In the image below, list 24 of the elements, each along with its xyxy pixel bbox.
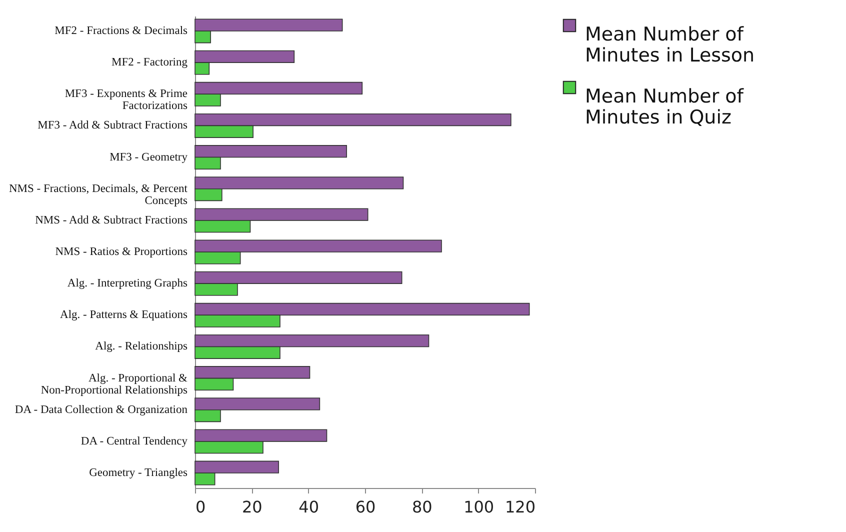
y-tick-label: MF3 - Exponents & Prime Factorizations (64, 88, 188, 112)
y-tick-label: MF2 - Fractions & Decimals (54, 24, 188, 37)
x-tick-label: 40 (298, 498, 320, 516)
legend-label: Mean Number of Minutes in Lesson (585, 24, 755, 66)
y-tick-label: NMS - Add & Subtract Fractions (35, 214, 188, 226)
y-tick-label: DA - Central Tendency (80, 435, 188, 448)
y-tick-label: MF3 - Geometry (110, 151, 188, 164)
legend-label: Mean Number of Minutes in Quiz (585, 86, 745, 128)
x-tick-label: 0 (196, 498, 206, 516)
y-tick-label: NMS - Fractions, Decimals, & Percent Concepts (8, 182, 188, 207)
x-tick-label: 60 (355, 498, 376, 516)
y-tick-label: Alg. - Proportional & Non-Proportional Relationships (40, 372, 188, 396)
x-tick-label: 80 (412, 498, 432, 516)
y-tick-label: Alg. - Patterns & Equations (60, 309, 188, 322)
y-tick-label: Alg. - Interpreting Graphs (67, 278, 188, 290)
y-tick-label: MF3 - Add & Subtract Fractions (38, 120, 188, 132)
x-tick-label: 100 (464, 498, 494, 516)
y-tick-label: MF2 - Factoring (111, 56, 188, 69)
y-tick-label: DA - Data Collection & Organization (14, 404, 188, 416)
y-tick-label: Geometry - Triangles (89, 467, 188, 480)
x-tick-label: 20 (242, 498, 262, 516)
y-tick-label: NMS - Ratios & Proportions (55, 246, 188, 258)
x-tick-label: 120 (504, 498, 536, 516)
y-tick-label: Alg. - Relationships (95, 340, 188, 353)
